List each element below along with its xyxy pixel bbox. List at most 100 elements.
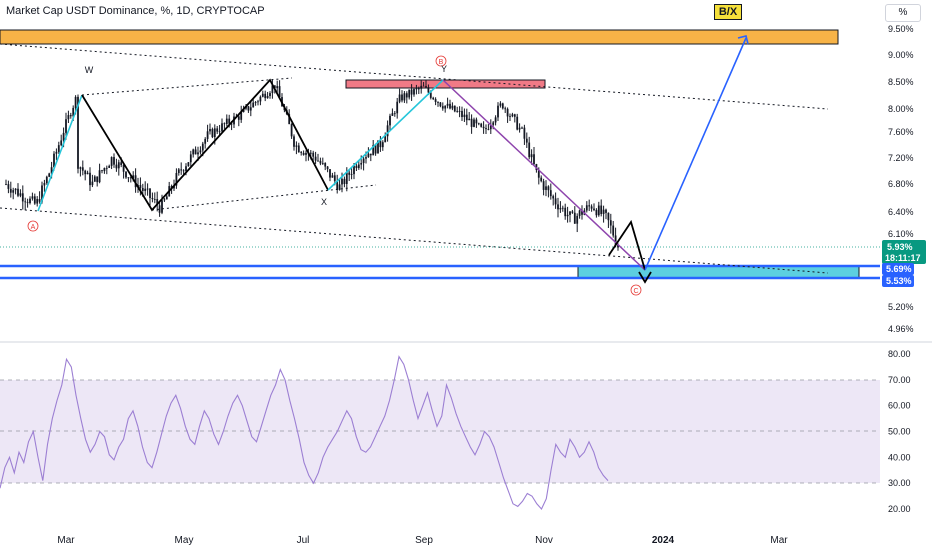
rsi-tick-label: 50.00 (888, 427, 911, 437)
rsi-band (0, 380, 880, 483)
price-candle-body (444, 105, 447, 109)
price-candle-body (141, 187, 144, 191)
price-candle-body (33, 196, 36, 204)
price-candle-body (463, 114, 466, 118)
price-candle-body (437, 101, 439, 103)
price-candle-body (605, 209, 607, 213)
price-candle-body (434, 99, 437, 102)
price-candle-body (305, 152, 307, 155)
price-candle-body (69, 115, 72, 117)
price-candle-body (182, 170, 185, 172)
time-tick-label: Nov (535, 535, 553, 546)
price-candle-body (297, 145, 300, 153)
price-tick-label: 6.10% (888, 229, 914, 239)
price-candle-body (573, 212, 576, 224)
unit-selector[interactable]: % (885, 4, 921, 22)
price-candle-body (350, 174, 353, 175)
last-price-label: 5.93% (887, 242, 913, 252)
price-candle-body (96, 176, 99, 183)
price-candle-body (300, 152, 303, 154)
price-candle-body (386, 125, 389, 137)
price-candle-body (537, 169, 540, 178)
price-candle-body (569, 211, 571, 215)
price-candle-body (309, 152, 312, 154)
price-candle-body (86, 172, 89, 175)
price-candle-body (211, 129, 214, 138)
wave-blue-projection (644, 37, 747, 271)
price-candle-body (185, 166, 187, 172)
time-tick-label: 2024 (652, 535, 675, 546)
price-candle-body (295, 145, 298, 147)
price-candle-body (393, 113, 396, 115)
wave-label-y: Y (441, 64, 447, 74)
price-candle-body (329, 169, 331, 178)
price-candle-body (213, 128, 216, 138)
wave-label-a-circle (27, 220, 39, 232)
wave-label-b-circle (435, 55, 447, 67)
price-candle-body (336, 180, 339, 190)
price-candle-body (425, 86, 427, 88)
price-tick-label: 7.60% (888, 127, 914, 137)
price-candle-body (504, 108, 507, 110)
price-candle-body (518, 127, 521, 130)
wave-label-b: B (439, 59, 444, 66)
channel-bottom-line (0, 207, 829, 274)
time-tick-label: Sep (415, 535, 433, 546)
price-candle-body (254, 102, 257, 103)
price-candle-body (101, 170, 103, 172)
price-candle-body (91, 181, 94, 186)
price-candle-body (67, 115, 70, 120)
price-candle-body (492, 122, 495, 125)
price-candle-body (480, 123, 483, 127)
price-candle-body (501, 103, 504, 109)
price-candle-body (84, 170, 87, 175)
price-tick-label: 6.40% (888, 207, 914, 217)
price-candle-body (372, 145, 375, 156)
price-candle-body (216, 128, 219, 132)
rsi-tick-label: 40.00 (888, 452, 911, 462)
price-candle-body (477, 123, 480, 125)
price-candle-body (521, 127, 523, 129)
price-candle-body (156, 199, 159, 206)
price-candle-body (36, 199, 39, 204)
price-candle-body (571, 211, 574, 213)
price-candle-body (432, 97, 435, 100)
price-tick-label: 8.50% (888, 77, 914, 87)
price-candle-body (374, 145, 377, 154)
level-label-upper: 5.69% (886, 264, 912, 274)
price-candle-body (314, 156, 317, 161)
price-candle-body (391, 113, 394, 116)
price-candle-body (362, 158, 365, 164)
price-candle-body (19, 193, 22, 196)
price-candle-body (398, 94, 401, 102)
price-candle-body (45, 176, 48, 183)
price-candle-body (230, 123, 233, 125)
price-candle-body (321, 163, 324, 164)
price-candle-body (588, 205, 591, 207)
wave-trendline-upper (81, 77, 293, 96)
price-candle-body (552, 196, 555, 199)
price-candle-body (105, 167, 108, 169)
price-candle-body (29, 198, 31, 204)
price-candle-body (177, 169, 180, 174)
orange-resistance-zone (0, 29, 839, 45)
price-candle-body (199, 150, 202, 153)
price-candle-body (146, 188, 149, 190)
price-candle-body (597, 205, 600, 216)
price-tick-label: 5.20% (888, 302, 914, 312)
wave-cyan-1 (37, 94, 83, 212)
price-candle-body (326, 166, 329, 170)
rsi-tick-label: 20.00 (888, 504, 911, 514)
countdown-label: 18:11:17 (885, 253, 921, 263)
price-candle-body (240, 111, 243, 120)
price-candle-body (547, 186, 550, 191)
rsi-tick-label: 70.00 (888, 375, 911, 385)
price-candle-body (530, 154, 533, 158)
price-candle-body (475, 119, 478, 124)
price-candle-body (81, 167, 84, 171)
price-candle-body (324, 163, 327, 167)
price-candle-body (441, 106, 444, 109)
price-candle-body (559, 208, 562, 210)
level-label-lower: 5.53% (886, 276, 912, 286)
price-candle-body (554, 198, 557, 205)
